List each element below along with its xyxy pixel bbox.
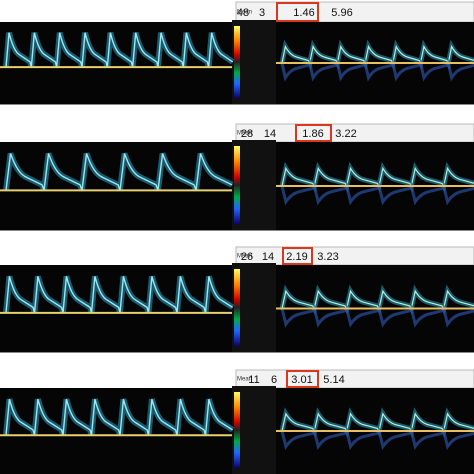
waveform xyxy=(5,32,234,68)
measurement-value: 3.23 xyxy=(317,251,338,263)
left-spectrum xyxy=(0,22,232,104)
mean-label: Mean xyxy=(237,254,252,260)
waveform xyxy=(5,276,233,314)
measurement-value: 1.46 xyxy=(293,7,314,19)
measurement-value: 3.01 xyxy=(291,374,312,386)
mean-label: Mean xyxy=(237,131,252,137)
waveform xyxy=(281,44,474,65)
measurement-value: 2.19 xyxy=(286,251,307,263)
measurement-value: 6 xyxy=(271,374,277,386)
measurement-value: 1.86 xyxy=(302,128,323,140)
waveform-reverse xyxy=(280,59,474,82)
measurement-value: 11 xyxy=(248,374,259,386)
measurement-value: 5.96 xyxy=(331,7,352,19)
color-bar xyxy=(234,146,240,224)
measurement-value: 14 xyxy=(264,128,276,140)
color-bar xyxy=(234,392,240,468)
highlight-box xyxy=(282,247,313,265)
measurement-value: 5.14 xyxy=(323,374,344,386)
waveform xyxy=(5,399,233,436)
mean-label: Mean xyxy=(237,10,252,16)
header-bar xyxy=(235,1,474,23)
measurement-value: 26 xyxy=(241,251,253,263)
highlight-box xyxy=(286,370,319,388)
measurement-value: 3 xyxy=(259,7,265,19)
mean-label: Mean xyxy=(237,377,252,383)
color-bar xyxy=(234,26,240,98)
measurement-value: 3.22 xyxy=(335,128,356,140)
measurement-value: 28 xyxy=(241,128,253,140)
highlight-box xyxy=(276,2,319,22)
measurement-value: 48 xyxy=(237,7,249,19)
color-bar xyxy=(234,269,240,346)
measurement-value: 14 xyxy=(262,251,274,263)
highlight-box xyxy=(295,124,332,142)
